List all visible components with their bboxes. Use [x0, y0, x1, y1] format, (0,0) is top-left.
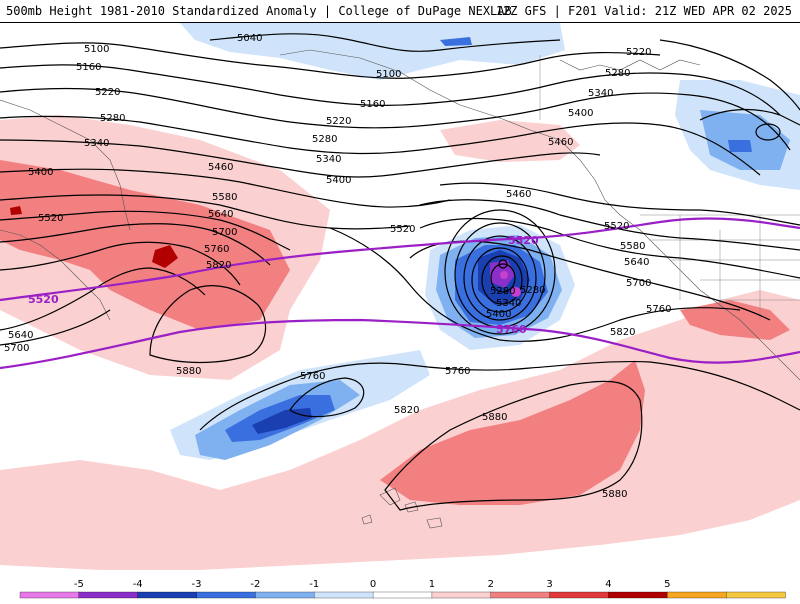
contour-label: 5820 [206, 260, 231, 271]
positive-anomaly-area [10, 206, 22, 215]
colorbar-segment [608, 591, 668, 599]
positive-anomaly-area [440, 120, 580, 162]
colorbar-tick-label: 1 [429, 579, 435, 590]
contour-label: 5100 [84, 44, 109, 55]
contour-label: 5760 [204, 244, 229, 255]
colorbar-tick-label: 2 [488, 579, 494, 590]
contour-label: 5580 [620, 241, 645, 252]
colorbar-tick-label: 5 [664, 579, 670, 590]
contour-label: 5700 [212, 227, 237, 238]
coastlines [0, 49, 800, 529]
highlighted-contour-label: 5520 [28, 293, 59, 306]
positive-anomaly-area [680, 300, 790, 340]
contour-label: 5760 [445, 366, 470, 377]
positive-anomaly-area [0, 160, 290, 330]
contour-label: 5100 [376, 69, 401, 80]
contour-label: 5520 [604, 221, 629, 232]
contour-label: 5880 [482, 412, 507, 423]
highlighted-contour-label: 5520 [508, 234, 539, 247]
contour-label: 5580 [212, 192, 237, 203]
colorbar-svg: -5 -4 -3 -2 -1 0 1 2 3 4 5 [19, 579, 786, 599]
contour-label: 5460 [506, 189, 531, 200]
colorbar-segment [196, 591, 257, 599]
negative-anomaly-area [728, 140, 752, 152]
positive-anomaly-area [380, 360, 645, 505]
contour-label: 5280 [312, 134, 337, 145]
colorbar-tick-label: -4 [133, 579, 143, 590]
colorbar-segment [490, 591, 551, 599]
contour-label: 5280 [490, 286, 515, 297]
contour-label: 5160 [360, 99, 385, 110]
positive-anomaly-area [152, 245, 178, 268]
contour-label: 5760 [300, 371, 325, 382]
contour-label: 5280 [605, 68, 630, 79]
anomaly-map: 5040 5100 5100 5160 5160 5220 5220 5220 … [0, 23, 800, 570]
contour-label: 5340 [588, 88, 613, 99]
contour-label: 5340 [316, 154, 341, 165]
low-center-marks [500, 271, 521, 297]
height-contours [0, 33, 800, 511]
contour-label: 5700 [626, 278, 651, 289]
contour-label: 5460 [548, 137, 573, 148]
contour-label: 5820 [610, 327, 635, 338]
contour-label: 5220 [626, 47, 651, 58]
colorbar-segment [372, 591, 433, 599]
contour-label: 5340 [84, 138, 109, 149]
model-run-info: 12Z GFS | F201 Valid: 21Z WED APR 02 202… [495, 4, 792, 18]
contour-label: 5520 [38, 213, 63, 224]
colorbar-tick-label: -1 [309, 579, 319, 590]
contour-label: 5640 [624, 257, 649, 268]
colorbar-segment [667, 591, 727, 599]
colorbar-segment [431, 591, 492, 599]
contour-label: 5280 [520, 285, 545, 296]
map-title: 500mb Height 1981-2010 Standardized Anom… [6, 4, 512, 18]
negative-anomaly-area [180, 23, 565, 80]
contour-label: 5400 [28, 167, 53, 178]
contour-label: 5640 [8, 330, 33, 341]
contour-label: 5400 [326, 175, 351, 186]
contour-label: 5880 [176, 366, 201, 377]
colorbar-tick-label: -3 [192, 579, 202, 590]
colorbar-segment [137, 591, 198, 599]
contour-label: 5220 [326, 116, 351, 127]
positive-anomaly-area [0, 290, 800, 570]
contour-label: 5460 [208, 162, 233, 173]
contour-label: 5040 [237, 33, 262, 44]
contour-label: 5220 [95, 87, 120, 98]
contour-label: 5640 [208, 209, 233, 220]
colorbar-tick-label: 0 [370, 579, 376, 590]
negative-anomaly-area [440, 37, 472, 46]
contour-label: 5760 [646, 304, 671, 315]
colorbar-segment [549, 591, 610, 599]
contour-label: 5700 [4, 343, 29, 354]
colorbar-ticks: -5 -4 -3 -2 -1 0 1 2 3 4 5 [74, 579, 671, 590]
map-header: 500mb Height 1981-2010 Standardized Anom… [0, 0, 800, 23]
contour-label: 5400 [486, 309, 511, 320]
contour-label: 5400 [568, 108, 593, 119]
highlighted-contour-label: 5760 [496, 323, 527, 336]
colorbar-segment [19, 591, 80, 599]
colorbar-segment [255, 591, 315, 599]
colorbar-segment [314, 591, 374, 599]
contour-label: 5820 [394, 405, 419, 416]
contour-label: 5340 [496, 298, 521, 309]
colorbar-segment [726, 591, 786, 599]
contour-labels: 5040 5100 5100 5160 5160 5220 5220 5220 … [4, 33, 671, 500]
colorbar-tick-label: -5 [74, 579, 84, 590]
contour-label: 5880 [602, 489, 627, 500]
anomaly-colorbar: -5 -4 -3 -2 -1 0 1 2 3 4 5 [0, 575, 800, 600]
colorbar-tick-label: 4 [605, 579, 611, 590]
contour-label: 5280 [100, 113, 125, 124]
contour-label: 5520 [390, 224, 415, 235]
colorbar-segment [78, 591, 139, 599]
highlighted-contours [0, 217, 800, 370]
colorbar-segments [19, 591, 786, 599]
colorbar-tick-label: -2 [250, 579, 260, 590]
negative-anomaly-area [252, 408, 312, 434]
colorbar-tick-label: 3 [546, 579, 552, 590]
contour-label: 5160 [76, 62, 101, 73]
highlighted-contour-labels: 5520 5520 5760 [28, 234, 539, 336]
